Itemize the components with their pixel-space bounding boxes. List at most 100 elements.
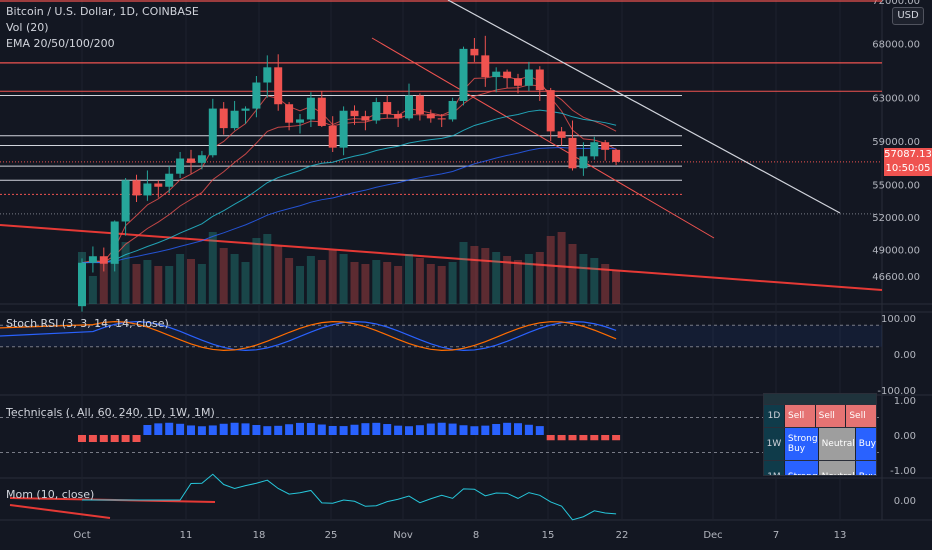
candle-body <box>383 102 392 114</box>
symbol-label: Bitcoin / U.S. Dollar, 1D, COINBASE <box>6 5 199 18</box>
volume-bar <box>241 262 250 304</box>
volume-bar <box>394 266 403 304</box>
technicals-bar <box>339 426 348 435</box>
volume-bar <box>448 262 457 304</box>
technicals-bar <box>296 422 304 435</box>
volume-bar <box>601 264 610 304</box>
volume-bar <box>219 248 228 304</box>
technicals-bar <box>514 423 522 435</box>
y-tick-label: 72000.00 <box>872 0 920 7</box>
candle-body <box>601 142 610 150</box>
volume-bar <box>426 264 435 304</box>
x-tick-label: 7 <box>773 530 779 541</box>
technicals-bar <box>524 424 533 435</box>
trendline-support <box>0 224 883 291</box>
stoch-line <box>0 321 617 351</box>
stoch-line <box>0 320 617 351</box>
main-legend: Bitcoin / U.S. Dollar, 1D, COINBASE Vol … <box>6 4 199 52</box>
technicals-bar <box>492 423 501 435</box>
volume-bar <box>557 232 566 304</box>
technicals-bar <box>88 435 97 442</box>
mom-legend: Mom (10, close) <box>6 487 94 503</box>
technicals-bar <box>274 425 283 435</box>
candle-body <box>492 71 501 78</box>
volume-bar <box>143 260 152 304</box>
x-tick-label: 13 <box>834 530 847 541</box>
x-tick-label: 25 <box>325 530 338 541</box>
tech-cell: Neutral <box>818 461 855 475</box>
candle-body <box>459 48 468 101</box>
x-tick-label: 11 <box>180 530 193 541</box>
candle-body <box>426 114 435 119</box>
candle-body <box>350 110 359 117</box>
vol-label: Vol (20) <box>6 21 49 34</box>
volume-bar <box>503 256 512 304</box>
technicals-tick-label: 1.00 <box>894 396 916 407</box>
candle-body <box>230 110 239 129</box>
volume-bar <box>361 264 370 304</box>
technicals-bar <box>208 425 217 435</box>
candle-body <box>535 69 544 91</box>
volume-bar <box>121 242 130 304</box>
x-tick-label: Oct <box>73 530 90 541</box>
candle-body <box>361 116 370 121</box>
candle-body <box>437 118 446 120</box>
candle-body <box>557 131 566 138</box>
technicals-tick-label: -1.00 <box>890 466 916 477</box>
volume-bar <box>154 266 163 304</box>
ema-line <box>81 75 617 264</box>
volume-bar <box>339 254 348 304</box>
volume-bar <box>99 264 108 304</box>
volume-bar <box>88 276 97 304</box>
trendline-white <box>447 0 841 214</box>
technicals-bar <box>459 425 468 435</box>
volume-bar <box>405 254 413 304</box>
technicals-bar <box>405 426 413 435</box>
candle-body <box>524 69 533 86</box>
technicals-bar <box>165 422 174 435</box>
technicals-bar <box>317 424 326 435</box>
tech-cell: Strong Buy <box>784 428 818 460</box>
volume-bar <box>328 250 337 304</box>
candle-body <box>579 156 588 169</box>
y-tick-label: 46600.00 <box>872 272 920 283</box>
technicals-bar <box>241 423 250 435</box>
x-tick-label: 22 <box>616 530 629 541</box>
candle-body <box>78 262 86 307</box>
last-price-tag: 57087.13 <box>884 148 932 162</box>
x-tick-label: Nov <box>393 530 413 541</box>
technicals-bar <box>437 422 446 435</box>
stoch-band <box>0 325 882 347</box>
candle-body <box>88 256 97 263</box>
tech-tf-label: 1M <box>764 461 784 475</box>
technicals-bar <box>230 422 239 435</box>
candle-body <box>154 183 163 187</box>
technicals-bar <box>394 425 403 435</box>
technicals-bar <box>415 425 424 435</box>
candle-body <box>470 48 479 56</box>
volume-bar <box>612 270 621 304</box>
volume-bar <box>187 259 195 304</box>
volume-bar <box>568 244 577 304</box>
trendline-red <box>371 37 715 239</box>
candle-body <box>568 137 577 169</box>
volume-bar <box>590 258 599 304</box>
volume-bar <box>415 258 424 304</box>
mom-trendline <box>9 504 111 519</box>
currency-badge[interactable]: USD <box>892 7 924 25</box>
candle-body <box>219 108 228 129</box>
volume-bar <box>208 232 217 304</box>
technicals-bar <box>383 424 392 435</box>
technicals-bar <box>187 425 195 435</box>
technicals-bar <box>426 423 435 435</box>
candle-body <box>241 108 250 111</box>
technicals-tick-label: 0.00 <box>894 431 916 442</box>
y-tick-label: 49000.00 <box>872 246 920 257</box>
candle-body <box>339 110 348 148</box>
technicals-bar <box>110 435 119 442</box>
technicals-bar <box>132 435 141 442</box>
volume-bar <box>535 252 544 304</box>
candle-body <box>208 108 217 156</box>
candle-body <box>121 180 130 222</box>
